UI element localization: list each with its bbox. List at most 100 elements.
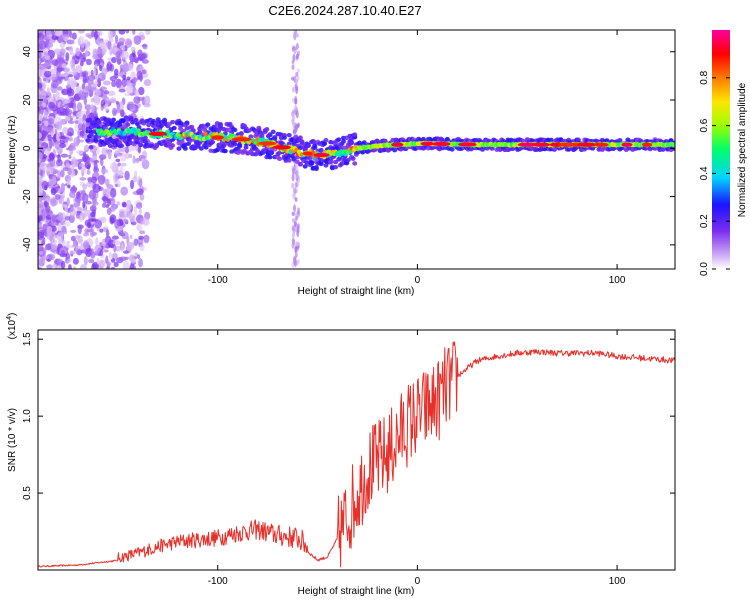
heatmap-cell bbox=[111, 56, 117, 64]
snr-x-ticks: -100 0 100 bbox=[208, 330, 626, 587]
heatmap-cell bbox=[64, 205, 69, 213]
heatmap-cell bbox=[60, 73, 69, 77]
heatmap-cell bbox=[139, 72, 143, 83]
heatmap-cell bbox=[46, 230, 55, 241]
heatmap-cell bbox=[138, 86, 145, 96]
heatmap-cell bbox=[78, 30, 85, 34]
colorbar-tick-label: 0.8 bbox=[699, 70, 710, 84]
heatmap-cell bbox=[129, 234, 133, 240]
heatmap-cell bbox=[132, 176, 138, 183]
heatmap-cell bbox=[144, 211, 151, 221]
heatmap-cell bbox=[125, 30, 130, 34]
heatmap-cell bbox=[267, 155, 273, 160]
heatmap-cell bbox=[258, 141, 277, 146]
heatmap-cell bbox=[38, 167, 41, 173]
heatmap-cell bbox=[101, 147, 109, 156]
figure-title: C2E6.2024.287.10.40.E27 bbox=[268, 3, 421, 18]
heatmap-cell bbox=[142, 135, 148, 140]
heatmap-cell bbox=[129, 82, 133, 89]
snr-scale-label: (x104) bbox=[6, 313, 18, 340]
heatmap-cell bbox=[72, 257, 79, 265]
heatmap-cell bbox=[621, 142, 633, 147]
heatmap-cell bbox=[291, 86, 295, 93]
heatmap-cell bbox=[58, 197, 65, 205]
heatmap-cell bbox=[129, 264, 137, 269]
heatmap-cell bbox=[291, 76, 295, 81]
heatmap-cell bbox=[79, 212, 84, 220]
heatmap-cell bbox=[44, 55, 51, 60]
heatmap-cell bbox=[323, 137, 329, 143]
heatmap-cell bbox=[292, 228, 296, 234]
heatmap-cell bbox=[42, 62, 50, 68]
heatmap-cell bbox=[90, 69, 94, 77]
heatmap-cell bbox=[78, 239, 84, 244]
heatmap-cell bbox=[176, 146, 182, 151]
heatmap-cell bbox=[106, 63, 110, 73]
heatmap-cell bbox=[70, 186, 78, 192]
heatmap-cell bbox=[104, 90, 110, 95]
heatmap-cell bbox=[51, 197, 57, 205]
heatmap-cell bbox=[313, 166, 319, 171]
heatmap-cell bbox=[318, 161, 324, 167]
heatmap-cell bbox=[105, 229, 110, 238]
heatmap-cell bbox=[87, 117, 93, 122]
heatmap-cell bbox=[129, 215, 136, 223]
heatmap-cell bbox=[88, 218, 97, 222]
heatmap-cell bbox=[100, 168, 109, 174]
heatmap-cell bbox=[38, 110, 44, 114]
heatmap-cell bbox=[256, 125, 262, 131]
heatmap-cell bbox=[117, 180, 121, 188]
heatmap-cell bbox=[104, 235, 112, 245]
heatmap-cell bbox=[45, 215, 52, 220]
heatmap-cell bbox=[641, 142, 653, 147]
heatmap-cell bbox=[118, 88, 126, 93]
heatmap-cell bbox=[60, 260, 66, 269]
heatmap-cell bbox=[291, 117, 295, 126]
heatmap-cell bbox=[61, 249, 65, 254]
spectrogram-x-ticks: -100 0 100 bbox=[208, 30, 626, 286]
heatmap-cell bbox=[82, 241, 90, 249]
heatmap-cell bbox=[203, 131, 208, 137]
heatmap-cell bbox=[99, 249, 104, 257]
heatmap-cell bbox=[38, 215, 43, 222]
heatmap-cell bbox=[108, 36, 114, 43]
heatmap-cell bbox=[73, 102, 77, 112]
heatmap-cell bbox=[89, 227, 95, 238]
heatmap-cell bbox=[82, 183, 87, 191]
heatmap-cell bbox=[143, 234, 150, 244]
heatmap-cell bbox=[297, 135, 303, 140]
heatmap-cell bbox=[78, 163, 85, 168]
heatmap-cell bbox=[93, 160, 100, 164]
heatmap-cell bbox=[90, 250, 96, 259]
heatmap-cell bbox=[296, 259, 300, 264]
heatmap-cell bbox=[132, 30, 136, 35]
heatmap-cell bbox=[137, 175, 141, 180]
heatmap-cell bbox=[57, 265, 63, 269]
snr-frame bbox=[37, 329, 676, 571]
heatmap-cell bbox=[134, 89, 140, 97]
heatmap-cell bbox=[87, 177, 92, 182]
heatmap-cell bbox=[295, 110, 299, 119]
heatmap-cell bbox=[184, 120, 190, 126]
heatmap-cell bbox=[142, 139, 148, 144]
heatmap-cell bbox=[125, 199, 132, 209]
heatmap-cell bbox=[67, 184, 71, 189]
heatmap-cell bbox=[43, 77, 47, 82]
heatmap-cell bbox=[76, 111, 84, 118]
heatmap-cell bbox=[86, 164, 91, 170]
heatmap-cell bbox=[42, 81, 47, 91]
heatmap-cell bbox=[139, 230, 146, 235]
heatmap-cell bbox=[70, 39, 75, 45]
heatmap-cell bbox=[148, 131, 168, 137]
heatmap-cell bbox=[88, 189, 96, 200]
heatmap-cell bbox=[123, 208, 132, 218]
heatmap-cell bbox=[120, 118, 126, 123]
heatmap-cell bbox=[85, 43, 91, 47]
heatmap-cell bbox=[114, 150, 121, 157]
heatmap-cell bbox=[38, 186, 44, 196]
heatmap-cell bbox=[133, 35, 142, 45]
heatmap-cell bbox=[264, 127, 270, 132]
heatmap-cell bbox=[107, 262, 112, 266]
heatmap-cell bbox=[296, 75, 300, 81]
heatmap-cell bbox=[38, 258, 46, 266]
